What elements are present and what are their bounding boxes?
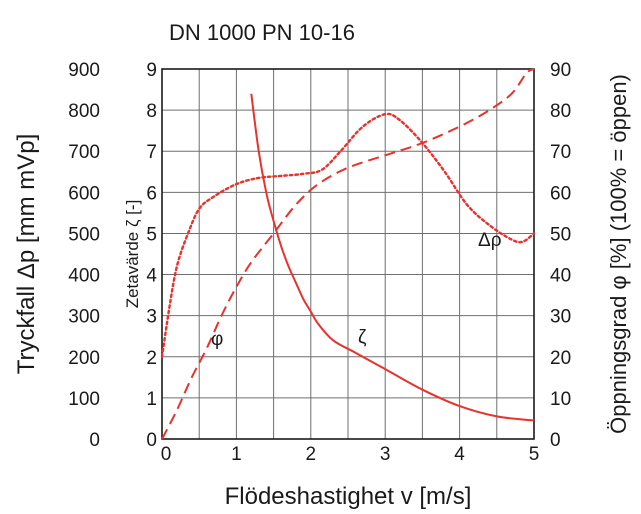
zeta-value-line (250, 93, 535, 422)
series-label-pressure-drop: Δρ (478, 230, 502, 251)
x-tick-label: 5 (529, 444, 540, 465)
y-tick-label-zeta: 7 (146, 142, 157, 163)
chart-title: DN 1000 PN 10-16 (169, 20, 355, 45)
y-tick-label-opening: 30 (550, 307, 571, 328)
x-axis-label: Flödeshastighet v [m/s] (225, 483, 472, 510)
y-tick-label-pressure: 600 (68, 183, 100, 204)
y-tick-label-pressure: 0 (89, 430, 100, 451)
series-layer (160, 68, 536, 440)
x-tick-label: 1 (231, 444, 242, 465)
series-label-opening: φ (211, 329, 223, 350)
y-tick-label-zeta: 0 (146, 430, 157, 451)
plot-frame (161, 68, 535, 440)
y-tick-label-opening: 80 (550, 101, 571, 122)
x-tick-label: 3 (380, 444, 391, 465)
series-label-zeta: ζ (358, 327, 367, 348)
y-tick-label-pressure: 800 (68, 101, 100, 122)
y-tick-label-zeta: 5 (146, 224, 157, 245)
y-tick-label-opening: 60 (550, 183, 571, 204)
x-tick-label: 0 (161, 444, 172, 465)
y-tick-label-pressure: 100 (68, 389, 100, 410)
y-tick-label-zeta: 2 (146, 348, 157, 369)
x-tick-label: 4 (454, 444, 465, 465)
y-tick-label-opening: 0 (550, 430, 561, 451)
y-tick-label-zeta: 1 (146, 389, 157, 410)
y-tick-label-opening: 90 (550, 60, 571, 81)
y-tick-label-pressure: 400 (68, 266, 100, 287)
y-tick-label-opening: 50 (550, 224, 571, 245)
y-axis-label-zeta: Zetavärde ζ [-] (123, 200, 142, 309)
y-tick-label-pressure: 500 (68, 224, 100, 245)
y-tick-label-zeta: 8 (146, 101, 157, 122)
y-axis-label-opening: Öppningsgrad φ [%] (100% = öppen) (606, 74, 631, 434)
x-tick-label: 2 (306, 444, 317, 465)
grid (162, 69, 534, 439)
y-tick-label-pressure: 700 (68, 142, 100, 163)
y-tick-label-opening: 40 (550, 266, 571, 287)
y-axis-label-pressure: Tryckfall Δp [mm mVp] (13, 134, 40, 375)
y-tick-label-zeta: 9 (146, 60, 157, 81)
y-tick-label-zeta: 4 (146, 266, 157, 287)
y-tick-label-pressure: 300 (68, 307, 100, 328)
y-tick-label-opening: 20 (550, 348, 571, 369)
pressure-drop-line (160, 112, 536, 358)
y-tick-label-zeta: 6 (146, 183, 157, 204)
y-tick-label-pressure: 900 (68, 60, 100, 81)
y-tick-label-zeta: 3 (146, 307, 157, 328)
y-tick-label-pressure: 200 (68, 348, 100, 369)
tick-labels: 0 1 2 3 4 50100200300400500600700800900012345… (68, 60, 571, 465)
y-tick-label-opening: 70 (550, 142, 571, 163)
y-tick-label-opening: 10 (550, 389, 571, 410)
